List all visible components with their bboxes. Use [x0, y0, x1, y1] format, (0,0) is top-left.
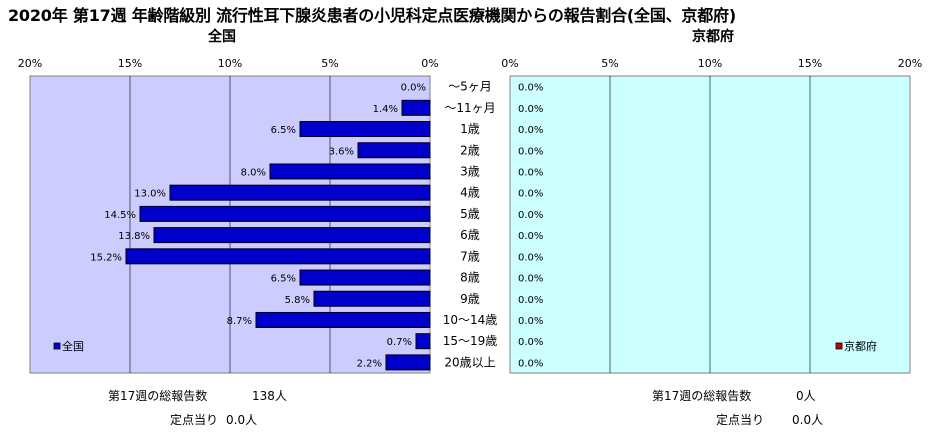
kyoto-tick-label: 5% — [601, 57, 618, 70]
kyoto-data-label: 0.0% — [518, 146, 543, 157]
national-per-value: 0.0人 — [226, 413, 258, 427]
kyoto-data-label: 0.0% — [518, 189, 543, 200]
national-data-label: 6.5% — [271, 274, 296, 285]
kyoto-panel-title: 京都府 — [692, 29, 734, 45]
national-bar — [299, 121, 431, 138]
national-legend-swatch — [53, 342, 61, 350]
kyoto-per-label: 定点当り — [716, 413, 765, 427]
kyoto-tick-label: 20% — [898, 57, 922, 70]
national-tick-label: 0% — [421, 57, 438, 70]
category-label: ～5ヶ月 — [448, 80, 492, 94]
national-data-label: 1.4% — [373, 104, 398, 115]
national-panel-title: 全国 — [208, 29, 236, 45]
national-legend-label: 全国 — [62, 339, 84, 353]
national-data-label: 0.7% — [387, 337, 412, 348]
national-tick-label: 10% — [218, 57, 242, 70]
category-label: 9歳 — [460, 292, 480, 306]
kyoto-legend-label: 京都府 — [844, 339, 877, 353]
kyoto-data-label: 0.0% — [518, 167, 543, 178]
category-label: 1歳 — [460, 122, 480, 136]
national-bar — [255, 311, 431, 328]
category-label: ～11ヶ月 — [444, 101, 495, 115]
national-data-label: 6.5% — [271, 125, 296, 136]
kyoto-data-label: 0.0% — [518, 295, 543, 306]
national-total-value: 138人 — [252, 389, 287, 403]
category-label: 7歳 — [460, 249, 480, 263]
national-bar — [139, 205, 431, 222]
kyoto-data-label: 0.0% — [518, 316, 543, 327]
kyoto-tick-label: 0% — [501, 57, 518, 70]
kyoto-data-label: 0.0% — [518, 104, 543, 115]
kyoto-data-label: 0.0% — [518, 125, 543, 136]
national-bar — [125, 248, 431, 265]
category-label: 4歳 — [460, 186, 480, 200]
kyoto-data-label: 0.0% — [518, 83, 543, 94]
national-bar — [269, 163, 431, 180]
kyoto-total-label: 第17週の総報告数 — [652, 389, 752, 403]
national-bar — [401, 99, 431, 116]
national-data-label: 14.5% — [104, 210, 136, 221]
national-per-label: 定点当り — [170, 413, 219, 427]
national-tick-label: 5% — [321, 57, 338, 70]
national-tick-label: 15% — [118, 57, 142, 70]
kyoto-tick-label: 10% — [698, 57, 722, 70]
national-bar — [299, 269, 431, 286]
kyoto-data-label: 0.0% — [518, 337, 543, 348]
category-label: 15～19歳 — [443, 334, 498, 348]
national-data-label: 8.0% — [241, 167, 266, 178]
national-data-label: 15.2% — [90, 252, 122, 263]
kyoto-data-label: 0.0% — [518, 358, 543, 369]
kyoto-data-label: 0.0% — [518, 231, 543, 242]
category-label: 2歳 — [460, 143, 480, 157]
category-label: 20歳以上 — [444, 355, 495, 369]
category-label: 6歳 — [460, 228, 480, 242]
kyoto-tick-label: 15% — [798, 57, 822, 70]
category-label: 10～14歳 — [443, 313, 498, 327]
national-data-label: 5.8% — [285, 295, 310, 306]
national-bar — [153, 227, 431, 244]
national-data-label: 13.8% — [118, 231, 150, 242]
national-data-label: 3.6% — [329, 146, 354, 157]
national-bar — [385, 354, 431, 371]
national-bar — [415, 333, 431, 350]
chart-title: 2020年 第17週 年齢階級別 流行性耳下腺炎患者の小児科定点医療機関からの報… — [8, 6, 736, 25]
kyoto-data-label: 0.0% — [518, 274, 543, 285]
kyoto-total-value: 0人 — [796, 389, 816, 403]
national-bar — [313, 290, 431, 307]
national-bar — [357, 142, 431, 159]
national-data-label: 0.0% — [401, 83, 426, 94]
kyoto-data-label: 0.0% — [518, 210, 543, 221]
category-label: 8歳 — [460, 271, 480, 285]
kyoto-legend-swatch — [835, 342, 843, 350]
category-label: 3歳 — [460, 164, 480, 178]
national-total-label: 第17週の総報告数 — [108, 389, 208, 403]
kyoto-data-label: 0.0% — [518, 252, 543, 263]
national-data-label: 8.7% — [227, 316, 252, 327]
category-label: 5歳 — [460, 207, 480, 221]
national-data-label: 2.2% — [357, 358, 382, 369]
national-bar — [169, 184, 431, 201]
kyoto-per-value: 0.0人 — [792, 413, 824, 427]
national-tick-label: 20% — [18, 57, 42, 70]
national-data-label: 13.0% — [134, 189, 166, 200]
